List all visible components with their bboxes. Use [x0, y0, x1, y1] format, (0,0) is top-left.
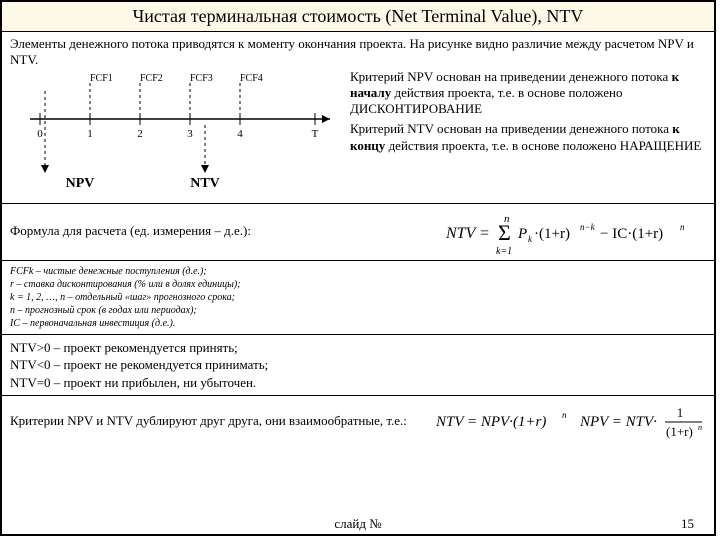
formula-section: Формула для расчета (ед. измерения – д.е… [2, 204, 714, 261]
definitions-section: FCFk – чистые денежные поступления (д.е.… [2, 261, 714, 335]
reciprocal-formulas: NTV = NPV·(1+r) n NPV = NTV· 1 (1+r) n [436, 400, 706, 442]
svg-text:4: 4 [237, 128, 243, 140]
def-r: r – ставка дисконтирования (% или в доля… [10, 278, 706, 291]
ntv-formula: NTV = n Σ k=1 P k ·(1+r) n−k − IC·(1+r) … [446, 208, 706, 256]
def-ic: IC – первоначальная инвестиция (д.е.). [10, 317, 706, 330]
intro-section: Элементы денежного потока приводятся к м… [2, 32, 714, 204]
intro-text: Элементы денежного потока приводятся к м… [10, 36, 706, 69]
svg-text:P: P [517, 226, 527, 242]
svg-text:Σ: Σ [498, 220, 511, 245]
timeline-svg: 0 1 2 3 4 T FCF1 FCF2 FCF3 FCF4 [10, 69, 340, 199]
svg-text:0: 0 [37, 128, 43, 140]
svg-text:FCF3: FCF3 [190, 73, 213, 84]
svg-text:NTV: NTV [190, 176, 220, 191]
svg-text:NPV = NTV·: NPV = NTV· [579, 414, 657, 430]
dup-text: Критерии NPV и NTV дублируют друг друга,… [10, 413, 407, 429]
slide-footer: слайд № 15 [2, 516, 714, 532]
svg-text:NPV: NPV [66, 176, 95, 191]
svg-text:− IC·(1+r): − IC·(1+r) [600, 226, 663, 242]
svg-text:·(1+r): ·(1+r) [534, 226, 570, 242]
slide-frame: Чистая терминальная стоимость (Net Termi… [0, 0, 716, 536]
concl-accept: NTV>0 – проект рекомендуется принять; [10, 339, 706, 357]
svg-text:k: k [528, 234, 533, 244]
svg-text:NTV = NPV·(1+r): NTV = NPV·(1+r) [436, 414, 546, 430]
svg-text:2: 2 [137, 128, 143, 140]
def-k: k = 1, 2, …, n – отдельный «шаг» прогноз… [10, 291, 706, 304]
svg-text:FCF1: FCF1 [90, 73, 113, 84]
def-n: n – прогнозный срок (в годах или периода… [10, 304, 706, 317]
criteria-description: Критерий NPV основан на приведении денеж… [350, 69, 706, 158]
def-fcf: FCFk – чистые денежные поступления (д.е.… [10, 265, 706, 278]
svg-text:n: n [698, 423, 702, 432]
svg-text:NTV =: NTV = [446, 225, 490, 242]
formula-caption: Формула для расчета (ед. измерения – д.е… [10, 223, 251, 239]
svg-text:k=1: k=1 [496, 246, 512, 256]
svg-text:T: T [312, 128, 319, 140]
concl-reject: NTV<0 – проект не рекомендуется принимат… [10, 356, 706, 374]
svg-text:(1+r): (1+r) [666, 424, 693, 439]
timeline-diagram: 0 1 2 3 4 T FCF1 FCF2 FCF3 FCF4 [10, 69, 340, 199]
reciprocal-section: Критерии NPV и NTV дублируют друг друга,… [2, 396, 714, 446]
svg-text:FCF4: FCF4 [240, 73, 263, 84]
svg-text:FCF2: FCF2 [140, 73, 163, 84]
slide-title: Чистая терминальная стоимость (Net Termi… [2, 2, 714, 32]
svg-text:1: 1 [677, 405, 684, 420]
slide-label: слайд № [334, 516, 381, 532]
concl-neutral: NTV=0 – проект ни прибылен, ни убыточен. [10, 374, 706, 392]
svg-text:1: 1 [87, 128, 93, 140]
svg-text:n−k: n−k [580, 222, 596, 232]
svg-text:n: n [680, 222, 685, 232]
slide-number: 15 [681, 516, 694, 532]
svg-text:3: 3 [187, 128, 193, 140]
conclusions-section: NTV>0 – проект рекомендуется принять; NT… [2, 335, 714, 397]
svg-text:n: n [562, 410, 567, 420]
